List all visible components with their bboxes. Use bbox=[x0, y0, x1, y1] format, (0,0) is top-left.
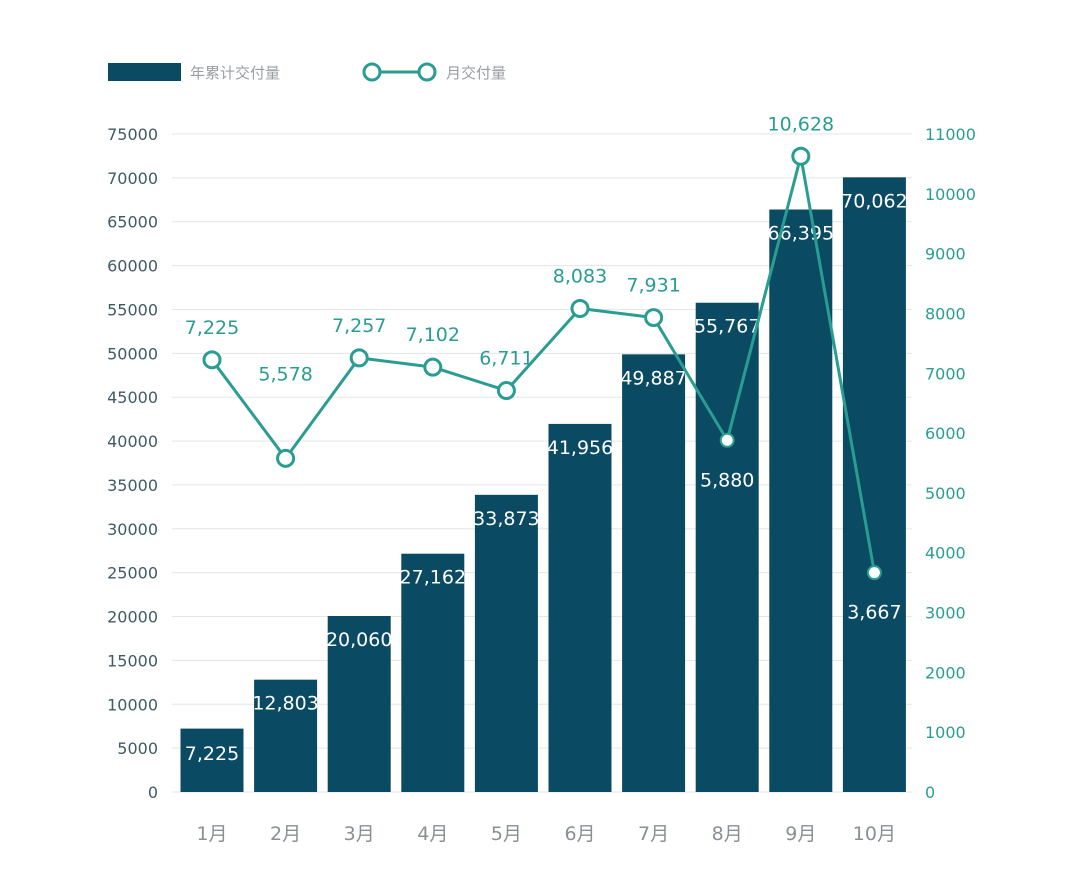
bar bbox=[254, 679, 318, 792]
right-y-axis: 0 1000 2000 3000 4000 5000 6000 7000 8000 9000 100… bbox=[925, 125, 976, 802]
bar-value-label: 55,767 bbox=[694, 316, 760, 338]
bar bbox=[695, 302, 759, 792]
line-value-label: 7,225 bbox=[185, 317, 239, 339]
bar-value-label: 7,225 bbox=[185, 743, 239, 765]
right-axis-tick-label: 9000 bbox=[925, 245, 966, 264]
x-axis-category-label: 2月 bbox=[270, 823, 301, 845]
bar-value-label: 41,956 bbox=[547, 437, 613, 459]
line-value-label: 8,083 bbox=[553, 265, 607, 287]
left-axis-tick-label: 55000 bbox=[107, 300, 158, 319]
legend-item-monthly: 月交付量 bbox=[362, 62, 506, 82]
line-marker-icon bbox=[791, 146, 811, 166]
bar bbox=[474, 494, 538, 792]
right-axis-tick-label: 11000 bbox=[925, 125, 976, 144]
x-axis-category-label: 7月 bbox=[638, 823, 669, 845]
left-axis-tick-label: 60000 bbox=[107, 257, 158, 276]
x-axis-category-label: 3月 bbox=[344, 823, 375, 845]
right-axis-tick-label: 7000 bbox=[925, 364, 966, 383]
line-marker-icon bbox=[866, 565, 882, 581]
line-value-label: 7,102 bbox=[406, 324, 460, 346]
left-axis-tick-label: 5000 bbox=[117, 739, 158, 758]
line-marker-icon bbox=[570, 298, 590, 318]
left-axis-tick-label: 45000 bbox=[107, 388, 158, 407]
legend-item-cumulative: 年累计交付量 bbox=[108, 63, 280, 82]
left-axis-tick-label: 0 bbox=[148, 783, 158, 802]
x-axis: 1月 2月 3月 4月 5月 6月 7月 8月 9月 10月 bbox=[196, 823, 896, 845]
right-axis-tick-label: 5000 bbox=[925, 484, 966, 503]
bar-value-label: 20,060 bbox=[326, 629, 392, 651]
bar bbox=[769, 209, 833, 793]
left-axis-tick-label: 25000 bbox=[107, 564, 158, 583]
left-axis-tick-label: 65000 bbox=[107, 213, 158, 232]
line-value-label: 3,667 bbox=[847, 602, 901, 624]
x-axis-category-label: 9月 bbox=[785, 823, 816, 845]
bar bbox=[180, 728, 244, 792]
line-value-label: 5,880 bbox=[700, 469, 754, 491]
line-marker-icon bbox=[276, 448, 296, 468]
left-axis-tick-label: 10000 bbox=[107, 695, 158, 714]
left-axis-tick-label: 35000 bbox=[107, 476, 158, 495]
x-axis-category-label: 6月 bbox=[564, 823, 595, 845]
left-y-axis: 0 5000 10000 15000 20000 25000 30000 35000 40000… bbox=[107, 125, 158, 802]
x-axis-category-label: 10月 bbox=[853, 823, 896, 845]
right-axis-tick-label: 10000 bbox=[925, 185, 976, 204]
left-axis-tick-label: 30000 bbox=[107, 520, 158, 539]
x-axis-category-label: 4月 bbox=[417, 823, 448, 845]
line-marker-icon bbox=[423, 357, 443, 377]
left-axis-tick-label: 15000 bbox=[107, 651, 158, 670]
legend-bar-swatch-icon bbox=[108, 63, 181, 81]
line-marker-icon bbox=[202, 350, 222, 370]
x-axis-category-label: 5月 bbox=[491, 823, 522, 845]
line-value-label: 6,711 bbox=[479, 348, 533, 370]
left-axis-tick-label: 70000 bbox=[107, 169, 158, 188]
legend-marker-icon bbox=[362, 62, 382, 82]
bar-value-label: 12,803 bbox=[252, 693, 318, 715]
legend-marker-icon bbox=[417, 62, 437, 82]
right-axis-tick-label: 1000 bbox=[925, 723, 966, 742]
right-axis-tick-label: 8000 bbox=[925, 304, 966, 323]
bar bbox=[842, 177, 906, 792]
line-marker-icon bbox=[644, 308, 664, 328]
bar bbox=[401, 553, 465, 792]
x-axis-category-label: 8月 bbox=[712, 823, 743, 845]
legend: 年累计交付量 月交付量 bbox=[108, 62, 506, 82]
bar bbox=[548, 423, 612, 792]
bar-value-label: 70,062 bbox=[841, 190, 907, 212]
line-value-label: 7,257 bbox=[332, 315, 386, 337]
right-axis-tick-label: 2000 bbox=[925, 663, 966, 682]
left-axis-tick-label: 40000 bbox=[107, 432, 158, 451]
bar-value-label: 66,395 bbox=[768, 222, 834, 244]
line-path bbox=[210, 154, 876, 573]
line-marker-icon bbox=[496, 381, 516, 401]
left-axis-tick-label: 20000 bbox=[107, 608, 158, 627]
line-value-label: 5,578 bbox=[258, 363, 312, 385]
line-marker-icon bbox=[719, 432, 735, 448]
legend-line-label: 月交付量 bbox=[446, 64, 506, 82]
bar bbox=[622, 354, 686, 792]
bar-value-label: 33,873 bbox=[473, 508, 539, 530]
left-axis-tick-label: 75000 bbox=[107, 125, 158, 144]
right-axis-tick-label: 4000 bbox=[925, 544, 966, 563]
line-value-label: 10,628 bbox=[768, 113, 834, 135]
bar bbox=[327, 616, 391, 792]
legend-bar-label: 年累计交付量 bbox=[190, 64, 280, 82]
line-value-label: 7,931 bbox=[626, 275, 680, 297]
bar-value-label: 49,887 bbox=[620, 367, 686, 389]
line-marker-icon bbox=[349, 348, 369, 368]
bar-value-label: 27,162 bbox=[400, 567, 466, 589]
x-axis-category-label: 1月 bbox=[196, 823, 227, 845]
right-axis-tick-label: 3000 bbox=[925, 604, 966, 623]
bar-series: 7,225 12,803 20,060 27,162 33,873 41,956 49,88… bbox=[180, 177, 908, 793]
right-axis-tick-label: 0 bbox=[925, 783, 935, 802]
left-axis-tick-label: 50000 bbox=[107, 344, 158, 363]
right-axis-tick-label: 6000 bbox=[925, 424, 966, 443]
line-series: 7,225 5,578 7,257 7,102 6,711 8,083 7,931 5,880… bbox=[185, 113, 902, 623]
